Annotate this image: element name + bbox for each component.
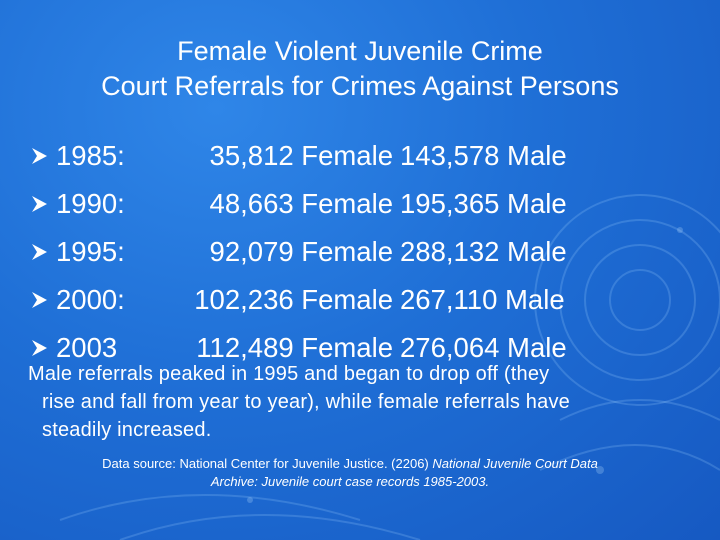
slide-title: Female Violent Juvenile Crime Court Refe… [0,34,720,104]
female-count: 48,663 Female [209,188,393,219]
title-line-2: Court Referrals for Crimes Against Perso… [101,71,619,101]
source-prefix: Data source: National Center for Juvenil… [102,456,433,471]
summary-line-2: rise and fall from year to year), while … [42,391,570,413]
summary-text: Male referrals peaked in 1995 and began … [28,360,698,444]
year-label: 1985: [56,140,125,171]
arrowhead-bullet-icon [32,340,47,356]
male-count: 143,578 Male [400,140,567,171]
summary-line-1: Male referrals peaked in 1995 and began … [28,363,550,385]
source-italic-2: Archive: Juvenile court case records 198… [210,474,490,489]
year-label: 2003 [56,332,118,363]
title-line-1: Female Violent Juvenile Crime [177,36,543,66]
list-item: 2003 112,489 Female 276,064 Male [30,324,690,372]
female-count: 92,079 Female [209,236,393,267]
list-item: 1995: 92,079 Female 288,132 Male [30,228,690,276]
list-item: 1990: 48,663 Female 195,365 Male [30,180,690,228]
year-label: 1990: [56,188,125,219]
referral-list: 1985: 35,812 Female 143,578 Male 1990: 4… [30,132,690,372]
list-item: 1985: 35,812 Female 143,578 Male [30,132,690,180]
source-italic-1: National Juvenile Court Data [432,456,598,471]
female-count: 102,236 Female [194,284,393,315]
summary-line-3: steadily increased. [42,419,212,441]
male-count: 288,132 Male [400,236,567,267]
arrowhead-bullet-icon [32,148,47,164]
arrowhead-bullet-icon [32,244,47,260]
year-label: 1995: [56,236,125,267]
list-item: 2000: 102,236 Female 267,110 Male [30,276,690,324]
male-count: 195,365 Male [400,188,567,219]
year-label: 2000: [56,284,125,315]
female-count: 112,489 Female [196,332,393,363]
male-count: 267,110 Male [400,284,565,315]
female-count: 35,812 Female [209,140,393,171]
data-source-citation: Data source: National Center for Juvenil… [30,455,670,491]
arrowhead-bullet-icon [32,292,47,308]
arrowhead-bullet-icon [32,196,47,212]
male-count: 276,064 Male [400,332,567,363]
